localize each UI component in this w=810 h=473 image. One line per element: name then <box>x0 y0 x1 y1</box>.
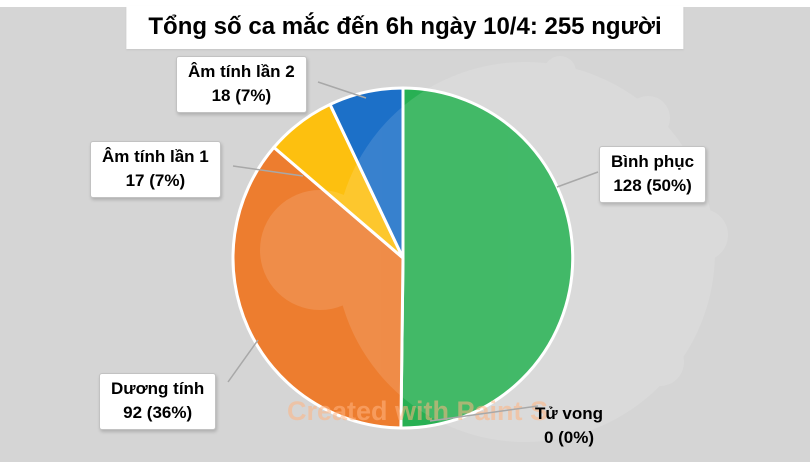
callout-duong-tinh: Dương tính 92 (36%) <box>99 373 217 430</box>
callout-binh-phuc: Bình phục 128 (50%) <box>599 146 707 203</box>
leader-line-binh-phuc <box>556 171 599 188</box>
callout-tu-vong: Tử vong 0 (0%) <box>524 399 614 454</box>
top-white-strip <box>0 0 810 7</box>
pie-chart <box>231 86 575 430</box>
watermark-text: Created with Paint S <box>287 396 548 426</box>
pie-slice-duong-tinh <box>231 145 405 430</box>
callout-label: Âm tính lần 2 <box>188 62 295 81</box>
leader-line-am-tinh-lan-2 <box>317 81 367 99</box>
leader-line-duong-tinh <box>227 339 259 383</box>
callout-value: 18 (7%) <box>211 85 272 105</box>
pie-slice-am-tinh-lan-2 <box>328 86 405 260</box>
leader-line-tu-vong <box>429 405 539 422</box>
callout-am-tinh-lan-1: Âm tính lần 1 17 (7%) <box>90 141 221 198</box>
callout-label: Bình phục <box>611 152 695 171</box>
callout-value: 0 (0%) <box>543 427 595 447</box>
callout-value: 17 (7%) <box>125 170 186 190</box>
leader-line-am-tinh-lan-1 <box>232 165 304 177</box>
callout-am-tinh-lan-2: Âm tính lần 2 18 (7%) <box>176 56 307 113</box>
chart-title: Tổng số ca mắc đến 6h ngày 10/4: 255 ngư… <box>126 6 684 49</box>
callout-value: 92 (36%) <box>123 402 193 422</box>
callout-value: 128 (50%) <box>613 175 692 195</box>
callout-label: Âm tính lần 1 <box>102 147 209 166</box>
bottom-white-strip <box>0 462 810 473</box>
callout-label: Dương tính <box>111 379 205 398</box>
callout-label: Tử vong <box>535 404 604 423</box>
pie-slice-binh-phuc <box>399 86 575 430</box>
